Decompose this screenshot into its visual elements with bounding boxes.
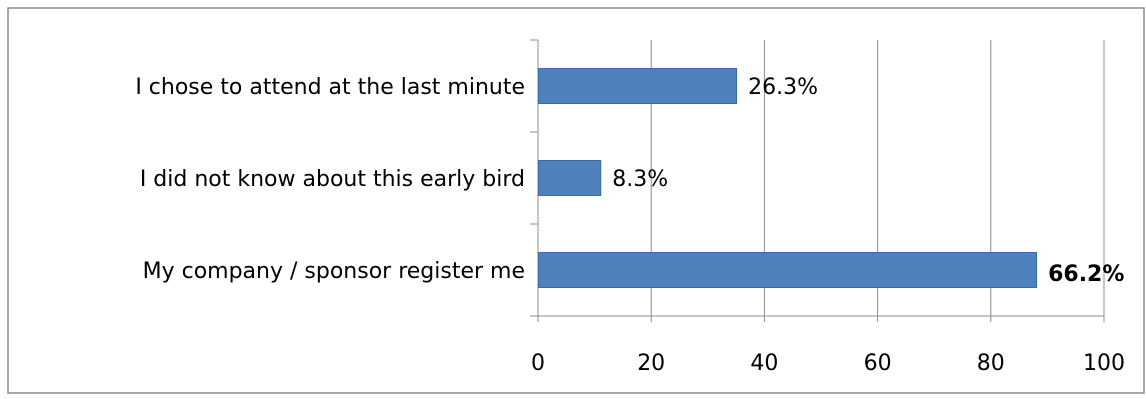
x-tick-label: 60 bbox=[864, 351, 892, 376]
bars bbox=[538, 68, 1038, 288]
x-tick-label: 40 bbox=[750, 351, 778, 376]
data-label: 66.2% bbox=[1048, 262, 1124, 287]
bar bbox=[538, 160, 602, 196]
bar bbox=[538, 68, 738, 104]
category-label: My company / sponsor register me bbox=[143, 259, 525, 284]
category-label: I chose to attend at the last minute bbox=[135, 75, 525, 100]
data-label: 8.3% bbox=[612, 167, 668, 192]
x-tick-label: 100 bbox=[1083, 351, 1125, 376]
labels: 0 20 40 60 80 100 I chose to attend at the las… bbox=[135, 75, 1125, 376]
category-label: I did not know about this early bird bbox=[140, 167, 525, 192]
chart-border bbox=[7, 7, 1145, 394]
x-tick-label: 0 bbox=[531, 351, 545, 376]
x-tick-label: 20 bbox=[637, 351, 665, 376]
bar bbox=[538, 252, 1038, 288]
data-label: 26.3% bbox=[748, 75, 818, 100]
x-tick-label: 80 bbox=[977, 351, 1005, 376]
